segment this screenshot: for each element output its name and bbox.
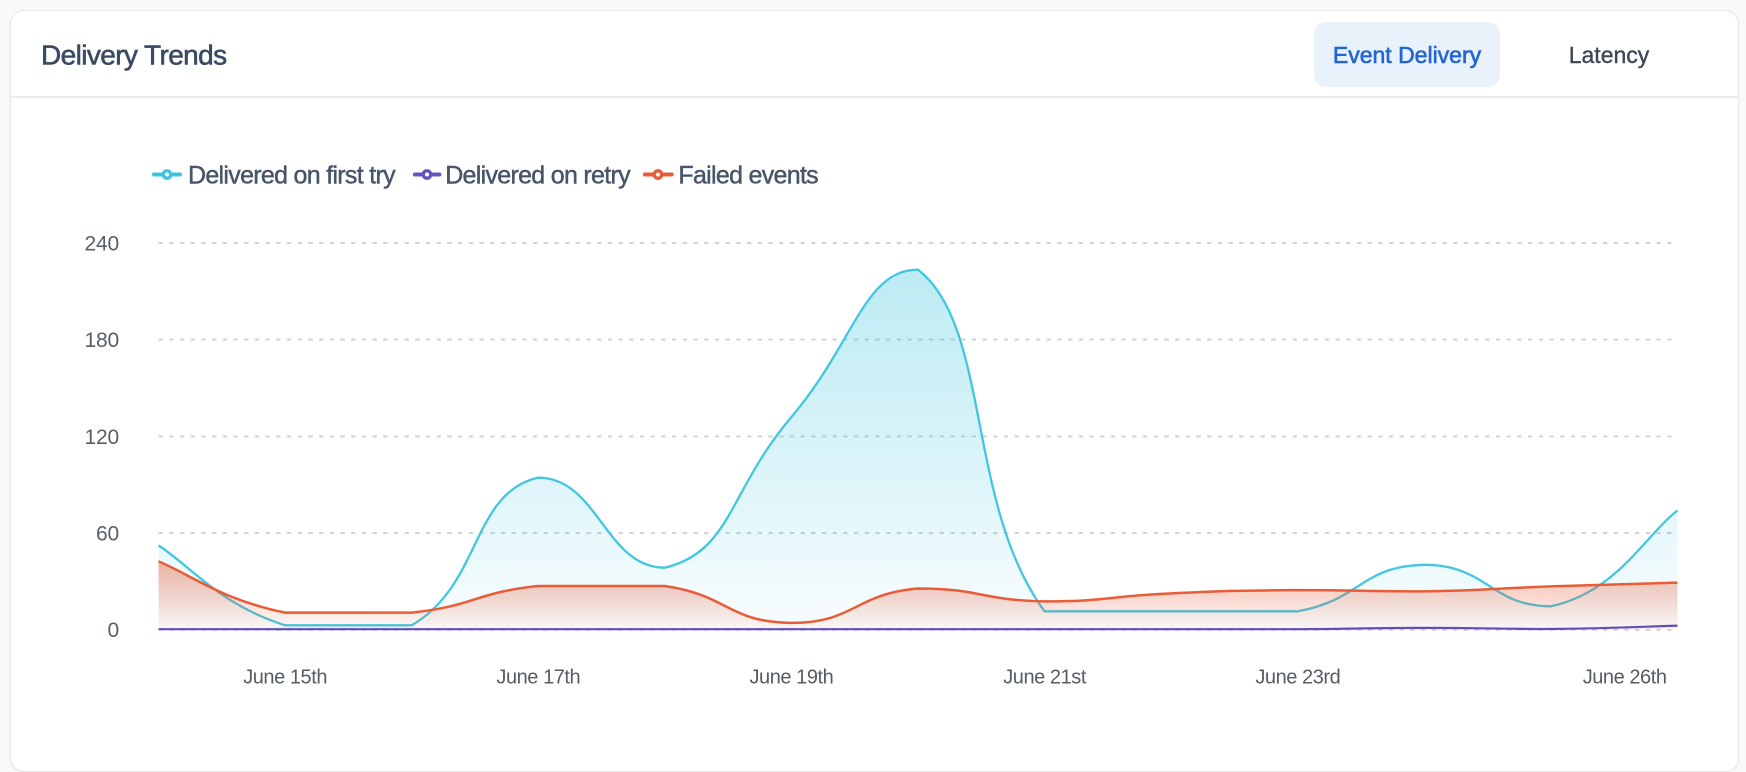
svg-text:60: 60 [96,523,119,546]
svg-text:June 19th: June 19th [749,667,833,689]
svg-text:Event Delivery: Event Delivery [1333,42,1482,68]
svg-text:June 21st: June 21st [1003,667,1087,689]
svg-text:Delivery Trends: Delivery Trends [41,39,227,70]
svg-text:June 26th: June 26th [1583,667,1667,689]
svg-text:0: 0 [108,619,119,642]
svg-text:June 17th: June 17th [496,667,580,689]
svg-text:180: 180 [85,329,119,352]
svg-text:240: 240 [85,232,119,255]
svg-text:Delivered on first try: Delivered on first try [188,161,396,189]
svg-text:120: 120 [85,426,119,449]
svg-text:June 23rd: June 23rd [1255,667,1340,689]
svg-text:Latency: Latency [1569,42,1650,68]
svg-text:Delivered on retry: Delivered on retry [445,161,631,189]
svg-text:June 15th: June 15th [243,667,327,689]
svg-text:Failed events: Failed events [678,161,818,189]
